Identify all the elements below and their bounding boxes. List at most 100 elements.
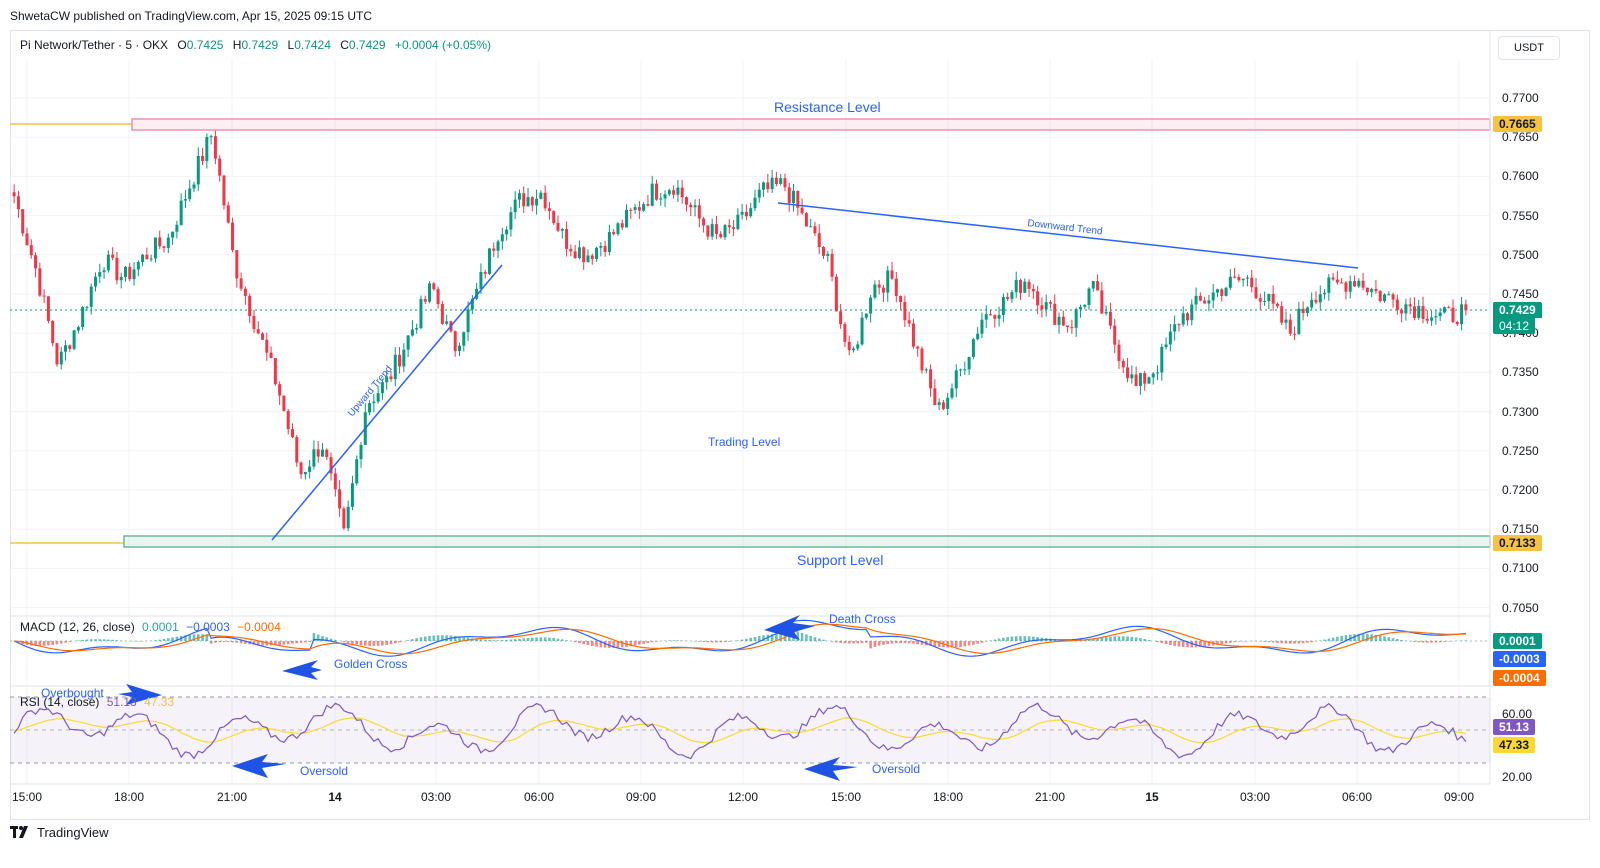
- macd-histogram-bar: [633, 641, 637, 646]
- macd-histogram-bar: [1164, 641, 1168, 645]
- macd-histogram-bar: [115, 640, 119, 641]
- candle-body: [663, 194, 667, 199]
- time-tick-label: 06:00: [1341, 790, 1373, 804]
- candle-body: [42, 295, 46, 297]
- symbol-legend[interactable]: Pi Network/Tether · 5 · OKX O0.7425 H0.7…: [20, 38, 491, 52]
- macd-histogram-bar: [355, 641, 359, 645]
- time-tick-label: 14: [328, 790, 342, 804]
- candle-body: [522, 193, 526, 207]
- candle-body: [222, 175, 226, 206]
- candle-body: [1425, 318, 1429, 321]
- macd-histogram-bar: [1327, 638, 1331, 641]
- time-tick-label: 21:00: [216, 790, 248, 804]
- macd-histogram-bar: [1237, 641, 1241, 642]
- macd-histogram-bar: [822, 639, 825, 641]
- candle-body: [94, 276, 98, 287]
- oversold-label-1[interactable]: Oversold: [300, 764, 349, 778]
- candle-body: [196, 155, 200, 185]
- candle-body: [894, 278, 898, 297]
- golden-cross-label[interactable]: Golden Cross: [334, 657, 408, 671]
- candle-body: [1297, 308, 1301, 334]
- support-zone[interactable]: [123, 535, 1491, 548]
- candle-body: [350, 483, 354, 507]
- macd-histogram-bar: [813, 637, 817, 641]
- upward-trend-line[interactable]: [271, 264, 503, 541]
- candle-body: [616, 223, 620, 235]
- candle-body: [967, 356, 971, 370]
- candle-body: [487, 248, 491, 274]
- candle-body: [796, 190, 800, 208]
- candle-body: [1374, 289, 1378, 292]
- macd-histogram-bar: [321, 636, 324, 641]
- macd-histogram-bar: [1027, 636, 1031, 641]
- candle-body: [1344, 282, 1348, 292]
- price-tick-label: 0.7600: [1502, 169, 1539, 184]
- candle-body: [839, 311, 843, 325]
- trading-level-label[interactable]: Trading Level: [708, 435, 781, 449]
- macd-histogram-bar: [1297, 641, 1301, 644]
- candle-body: [586, 255, 590, 263]
- currency-button[interactable]: USDT: [1498, 36, 1560, 60]
- candle-body: [483, 272, 487, 274]
- candle-body: [286, 411, 290, 430]
- resistance-level-label[interactable]: Resistance Level: [774, 99, 881, 115]
- macd-histogram-bar: [800, 632, 804, 641]
- candle-body: [38, 268, 42, 296]
- candle-body: [295, 437, 299, 463]
- macd-histogram-bar: [1036, 637, 1039, 641]
- overbought-label[interactable]: Overbought: [41, 686, 104, 700]
- candle-body: [115, 257, 119, 281]
- time-tick-label: 09:00: [1443, 790, 1475, 804]
- macd-histogram-bar: [1156, 641, 1159, 643]
- macd-histogram-bar: [1310, 641, 1313, 643]
- candle-body: [792, 190, 796, 203]
- support-level-label[interactable]: Support Level: [797, 552, 884, 568]
- macd-histogram-bar: [1233, 641, 1236, 643]
- macd-histogram-bar: [342, 641, 346, 642]
- macd-histogram-bar: [295, 641, 299, 644]
- macd-histogram-bar: [291, 641, 294, 644]
- candle-body: [1074, 309, 1078, 328]
- macd-histogram-bar: [1400, 639, 1403, 641]
- macd-histogram-bar: [933, 641, 937, 647]
- macd-histogram-bar: [856, 641, 860, 644]
- resistance-zone[interactable]: [131, 118, 1491, 131]
- macd-line-tag: -0.0003: [1493, 651, 1546, 667]
- macd-histogram-bar: [453, 635, 457, 641]
- death-cross-label[interactable]: Death Cross: [829, 612, 896, 626]
- candle-body: [1395, 299, 1399, 310]
- macd-histogram-bar: [1417, 641, 1421, 643]
- candle-body: [213, 136, 217, 159]
- candle-body: [1078, 306, 1082, 310]
- candle-body: [393, 354, 397, 380]
- candle-body: [261, 333, 265, 340]
- candle-body: [749, 208, 753, 217]
- candle-body: [1006, 296, 1010, 299]
- macd-histogram-bar: [972, 641, 975, 645]
- macd-histogram-bar: [809, 635, 812, 641]
- candle-body: [800, 207, 804, 214]
- macd-histogram-bar: [205, 634, 209, 641]
- macd-histogram-bar: [385, 641, 388, 645]
- macd-signal-value: −0.0004: [237, 620, 281, 634]
- candle-body: [1023, 281, 1027, 293]
- oversold-label-2[interactable]: Oversold: [872, 762, 921, 776]
- candle-body: [34, 255, 38, 269]
- candle-body: [873, 284, 877, 298]
- macd-histogram-bar: [222, 641, 226, 642]
- macd-histogram-bar: [423, 636, 427, 641]
- macd-legend[interactable]: MACD (12, 26, close) 0.0001 −0.0003 −0.0…: [20, 620, 281, 634]
- candle-body: [886, 270, 890, 293]
- macd-histogram-bar: [937, 641, 941, 647]
- footer-brand[interactable]: TradingView: [10, 825, 109, 840]
- rsi-legend[interactable]: RSI (14, close) 51.13 47.33: [20, 695, 174, 709]
- candle-body: [1382, 294, 1386, 302]
- macd-histogram-bar: [436, 635, 440, 641]
- downward-trend-line[interactable]: [777, 202, 1359, 269]
- candle-body: [684, 197, 688, 205]
- macd-histogram-bar: [702, 641, 705, 643]
- macd-histogram-bar: [899, 641, 902, 644]
- candle-body: [440, 304, 444, 324]
- candle-body: [466, 309, 470, 333]
